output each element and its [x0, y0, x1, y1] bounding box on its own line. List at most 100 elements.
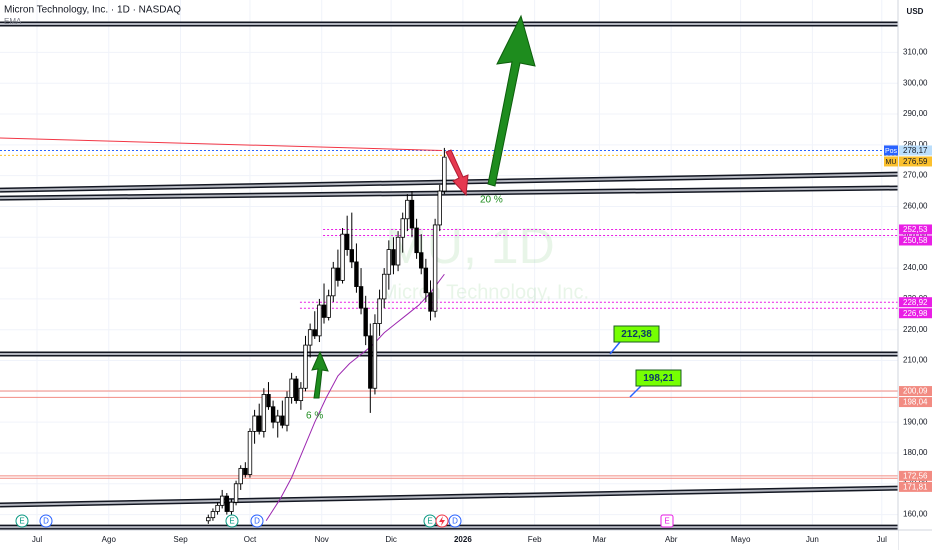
red-line	[0, 137, 443, 151]
annotation: 6 %	[306, 411, 323, 422]
candle-body	[317, 304, 322, 337]
price-label: 226,98	[903, 309, 928, 318]
candle-body	[437, 190, 442, 226]
price-label: 200,09	[903, 387, 928, 396]
candle-body	[206, 517, 211, 522]
candle-body	[344, 233, 350, 250]
x-tick-label: Mayo	[731, 535, 751, 544]
trendline-inner	[0, 186, 899, 200]
up-arrow-small	[311, 350, 329, 399]
y-tick-label: 210,00	[903, 356, 928, 365]
lightning-icon	[439, 516, 445, 526]
price-label-bg	[899, 145, 932, 156]
event-icon[interactable]	[39, 514, 53, 528]
price-label-bg	[899, 397, 932, 408]
y-tick-label: 220,00	[903, 325, 928, 334]
candle-body	[289, 378, 294, 398]
trendline-inner	[0, 487, 899, 507]
candle-body	[298, 387, 304, 401]
price-axis[interactable]	[898, 0, 932, 550]
plot	[0, 21, 899, 530]
candle-body	[294, 378, 299, 401]
price-label-bg	[899, 224, 932, 235]
time-axis[interactable]	[0, 530, 898, 550]
up-arrow	[487, 14, 536, 187]
candle-body	[368, 335, 373, 389]
candle-body	[363, 307, 368, 337]
y-tick-label: 310,00	[903, 47, 928, 56]
price-label-bg	[899, 156, 932, 167]
candle-body	[210, 511, 216, 519]
price-label: 252,53	[903, 225, 928, 234]
candle-body	[377, 298, 382, 324]
candle-body	[247, 430, 253, 475]
price-label: 228,92	[903, 298, 928, 307]
price-label: 198,04	[903, 398, 928, 407]
price-tag: Pos	[885, 148, 898, 155]
event-icon[interactable]	[250, 514, 264, 528]
price-label-bg	[899, 481, 932, 492]
price-tag-bg	[884, 156, 898, 167]
candle-body	[395, 236, 401, 266]
candle-body	[428, 292, 433, 312]
price-tag: MU	[886, 159, 897, 166]
candle-body	[284, 397, 290, 426]
event-label: D	[43, 517, 49, 526]
event-icon[interactable]	[15, 514, 29, 528]
callout-box	[635, 369, 682, 387]
event-label: E	[427, 517, 432, 526]
callout-pointer	[609, 341, 621, 355]
x-tick-label: Dic	[385, 535, 397, 544]
x-tick-label: 2026	[454, 535, 472, 544]
chart-title: Micron Technology, Inc. · 1D · NASDAQ	[4, 5, 181, 16]
x-tick-label: Jul	[32, 535, 42, 544]
candle-body	[372, 323, 378, 389]
watermark-subtitle: Micron Technology, Inc.	[381, 281, 589, 303]
event-icon[interactable]	[660, 514, 674, 528]
candle-body	[340, 233, 345, 281]
candle-body	[275, 415, 280, 423]
candle-body	[405, 199, 410, 220]
candle-body	[442, 156, 447, 192]
price-tag-bg	[884, 145, 898, 156]
candle-body	[219, 495, 225, 506]
event-icon[interactable]	[225, 514, 239, 528]
candle-body	[243, 467, 248, 475]
y-tick-label: 160,00	[903, 510, 928, 519]
x-tick-label: Abr	[665, 535, 678, 544]
event-label: E	[664, 517, 669, 526]
y-tick-label: 280,00	[903, 140, 928, 149]
callout-label: 212,38	[621, 329, 652, 340]
candle-body	[252, 415, 257, 432]
candle-body	[414, 227, 419, 254]
trendline-inner	[0, 173, 899, 192]
price-label: 278,17	[903, 146, 928, 155]
event-label: E	[19, 517, 24, 526]
y-tick-label: 260,00	[903, 202, 928, 211]
event-label: D	[254, 517, 260, 526]
annotation: 20 %	[480, 195, 503, 206]
candle-body	[381, 273, 387, 300]
price-label-bg	[899, 386, 932, 397]
candle-body	[233, 483, 239, 503]
callout-pointer	[629, 385, 642, 398]
candle-body	[409, 199, 415, 229]
y-tick-label: 180,00	[903, 448, 928, 457]
candle-body	[326, 295, 331, 318]
candle-body	[386, 249, 392, 275]
candle-body	[335, 267, 341, 281]
indicator-label: EMA	[4, 17, 22, 26]
y-tick-label: 190,00	[903, 417, 928, 426]
x-tick-label: Jul	[877, 535, 887, 544]
y-tick-label: 270,00	[903, 171, 928, 180]
candle-body	[303, 344, 308, 389]
price-label: 171,81	[903, 483, 928, 492]
candle-body	[307, 329, 313, 346]
price-label: 172,56	[903, 472, 928, 481]
candle-body	[257, 415, 262, 432]
currency-label: USD	[907, 7, 924, 16]
candle-body	[238, 467, 243, 485]
event-icon[interactable]	[448, 514, 462, 528]
candle-body	[423, 267, 429, 294]
